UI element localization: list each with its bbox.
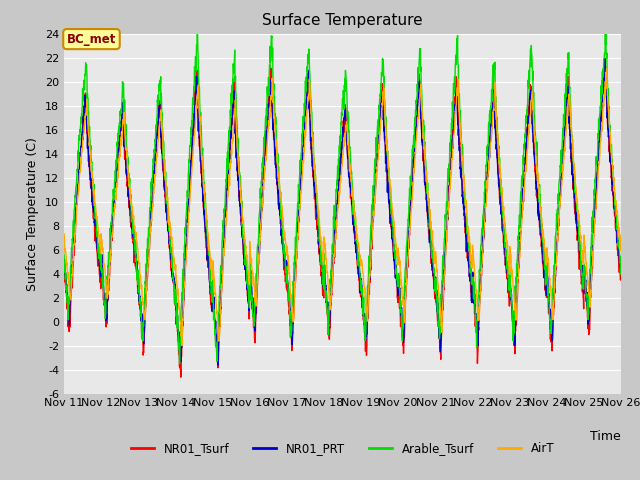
NR01_PRT xyxy=(504,273,512,278)
Arable_Tsurf xyxy=(216,294,223,300)
Arable_Tsurf xyxy=(584,306,591,312)
NR01_PRT xyxy=(214,362,222,368)
NR01_Tsurf xyxy=(617,267,625,273)
Line: NR01_Tsurf: NR01_Tsurf xyxy=(64,58,621,377)
NR01_PRT xyxy=(584,303,591,309)
AirT xyxy=(60,231,68,237)
Arable_Tsurf xyxy=(602,25,609,31)
NR01_PRT xyxy=(568,171,575,177)
NR01_PRT xyxy=(601,56,609,62)
Arable_Tsurf xyxy=(504,265,512,271)
NR01_Tsurf xyxy=(371,191,379,196)
Arable_Tsurf xyxy=(176,360,184,366)
Arable_Tsurf xyxy=(617,253,625,259)
NR01_Tsurf xyxy=(584,305,591,311)
NR01_PRT xyxy=(359,300,367,305)
AirT xyxy=(603,66,611,72)
Y-axis label: Surface Temperature (C): Surface Temperature (C) xyxy=(26,137,39,290)
NR01_PRT xyxy=(371,187,379,192)
NR01_Tsurf xyxy=(60,268,68,274)
Line: AirT: AirT xyxy=(64,69,621,346)
NR01_Tsurf xyxy=(359,312,367,318)
AirT xyxy=(617,232,625,238)
NR01_Tsurf xyxy=(504,280,512,286)
Arable_Tsurf xyxy=(60,252,68,257)
Line: NR01_PRT: NR01_PRT xyxy=(64,59,621,365)
AirT xyxy=(359,269,367,275)
Text: Time: Time xyxy=(590,430,621,443)
NR01_PRT xyxy=(216,316,223,322)
Arable_Tsurf xyxy=(359,300,367,306)
AirT xyxy=(216,332,223,338)
AirT xyxy=(504,259,512,264)
NR01_Tsurf xyxy=(568,159,575,165)
NR01_PRT xyxy=(60,259,68,265)
AirT xyxy=(178,343,186,348)
AirT xyxy=(371,193,379,199)
NR01_Tsurf xyxy=(601,55,609,61)
Legend: NR01_Tsurf, NR01_PRT, Arable_Tsurf, AirT: NR01_Tsurf, NR01_PRT, Arable_Tsurf, AirT xyxy=(126,437,559,460)
AirT xyxy=(568,132,575,138)
NR01_PRT xyxy=(617,263,625,269)
Title: Surface Temperature: Surface Temperature xyxy=(262,13,422,28)
NR01_Tsurf xyxy=(177,374,185,380)
Line: Arable_Tsurf: Arable_Tsurf xyxy=(64,28,621,363)
NR01_Tsurf xyxy=(216,321,223,326)
Arable_Tsurf xyxy=(371,156,379,162)
AirT xyxy=(584,269,591,275)
Text: BC_met: BC_met xyxy=(67,33,116,46)
Arable_Tsurf xyxy=(568,133,575,139)
